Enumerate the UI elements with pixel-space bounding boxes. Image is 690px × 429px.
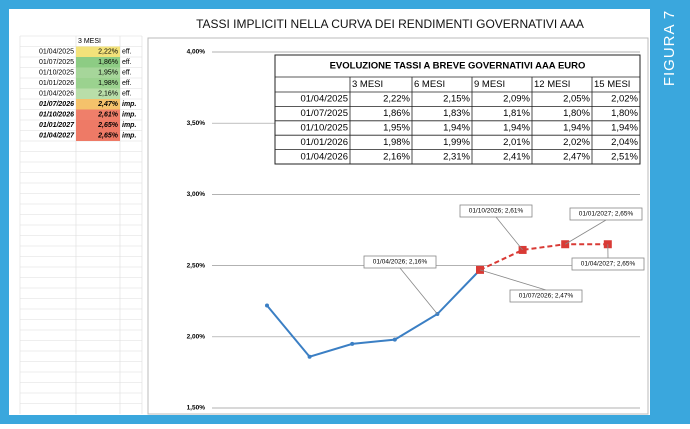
annotation: 01/04/2027; 2,65%	[581, 261, 636, 268]
sheet-value: 1,95%	[98, 70, 118, 77]
y-tick-label: 3,00%	[187, 191, 206, 198]
y-tick-label: 4,00%	[187, 49, 206, 56]
table-cell: 1,99%	[443, 137, 470, 148]
table-cell: 01/01/2026	[300, 137, 348, 148]
sheet-value: 2,47%	[97, 101, 119, 108]
table-cell: 2,47%	[563, 151, 590, 162]
title: TASSI IMPLICITI NELLA CURVA DEI RENDIMEN…	[196, 17, 584, 31]
table-cell: 1,94%	[443, 123, 470, 134]
table-cell: 1,80%	[611, 108, 638, 119]
sheet-flag: imp.	[122, 122, 136, 129]
table-title: EVOLUZIONE TASSI A BREVE GOVERNATIVI AAA…	[330, 61, 586, 72]
sheet-flag: imp.	[122, 101, 136, 108]
annotation: 01/07/2026; 2,47%	[519, 293, 574, 300]
sheet-date: 01/01/2026	[39, 80, 74, 87]
sheet-header: 3 MESI	[78, 38, 101, 45]
annotation: 01/01/2027; 2,65%	[579, 211, 634, 218]
sheet-date: 01/07/2026	[39, 101, 74, 108]
sheet-flag: eff.	[122, 59, 132, 66]
annotation: 01/10/2026; 2,61%	[469, 208, 524, 215]
sheet-value: 2,65%	[97, 133, 119, 140]
table-cell: 1,95%	[383, 123, 410, 134]
sheet-flag: imp.	[122, 133, 136, 140]
table-cell: 2,01%	[503, 137, 530, 148]
sheet-flag: eff.	[122, 91, 132, 98]
table-cell: 2,09%	[503, 94, 530, 105]
annotation: 01/04/2026; 2,16%	[373, 259, 428, 266]
table-cell: 01/04/2025	[300, 94, 348, 105]
sheet-value: 1,86%	[98, 59, 118, 66]
marker	[308, 355, 312, 359]
marker	[350, 342, 354, 346]
sheet-flag: eff.	[122, 70, 132, 77]
table-cell: 01/07/2025	[300, 108, 348, 119]
table-cell: 2,51%	[611, 151, 638, 162]
table-cell: 01/10/2025	[300, 123, 348, 134]
table-cell: 1,83%	[443, 108, 470, 119]
table-cell: 1,86%	[383, 108, 410, 119]
marker	[265, 303, 269, 307]
table-header: 3 MESI	[352, 79, 383, 90]
table-cell: 1,94%	[563, 123, 590, 134]
table-cell: 1,94%	[503, 123, 530, 134]
y-tick-label: 1,50%	[187, 405, 206, 412]
table-header: 12 MESI	[534, 79, 570, 90]
sheet-date: 01/10/2025	[39, 70, 74, 77]
sheet-flag: eff.	[122, 80, 132, 87]
table-cell: 2,02%	[611, 94, 638, 105]
table-cell: 1,81%	[503, 108, 530, 119]
table-cell: 2,04%	[611, 137, 638, 148]
sheet-value: 1,98%	[98, 80, 118, 87]
table-cell: 2,31%	[443, 151, 470, 162]
table-cell: 2,41%	[503, 151, 530, 162]
sheet-value: 2,22%	[98, 49, 118, 56]
table-cell: 1,80%	[563, 108, 590, 119]
sheet-value: 2,16%	[98, 91, 118, 98]
sheet-date: 01/07/2025	[39, 59, 74, 66]
sheet-date: 01/10/2026	[39, 112, 74, 119]
table-cell: 01/04/2026	[300, 151, 348, 162]
y-tick-label: 2,50%	[187, 262, 206, 269]
table-cell: 2,16%	[383, 151, 410, 162]
table-header: 9 MESI	[474, 79, 505, 90]
sheet-date: 01/04/2025	[39, 49, 74, 56]
table-cell: 2,02%	[563, 137, 590, 148]
table-cell: 2,22%	[383, 94, 410, 105]
sheet-value: 2,65%	[97, 122, 119, 129]
table-cell: 2,15%	[443, 94, 470, 105]
table-cell: 1,94%	[611, 123, 638, 134]
table-cell: 2,05%	[563, 94, 590, 105]
sheet-date: 01/04/2027	[39, 133, 75, 140]
marker	[393, 338, 397, 342]
y-tick-label: 2,00%	[187, 334, 206, 341]
table-header: 15 MESI	[594, 79, 630, 90]
figure-label: FIGURA 7	[661, 10, 678, 86]
sheet-value: 2,61%	[97, 112, 119, 119]
sheet-date: 01/04/2026	[39, 91, 74, 98]
sheet-flag: imp.	[122, 112, 136, 119]
table-cell: 1,98%	[383, 137, 410, 148]
table-header: 6 MESI	[414, 79, 445, 90]
sheet-flag: eff.	[122, 49, 132, 56]
sheet-date: 01/01/2027	[39, 122, 75, 129]
y-tick-label: 3,50%	[187, 120, 206, 127]
